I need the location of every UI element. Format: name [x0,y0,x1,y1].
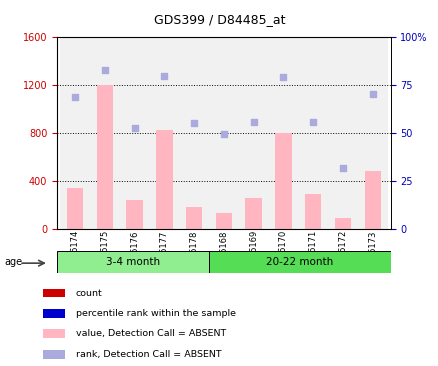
Bar [238,37,268,229]
FancyBboxPatch shape [57,251,208,273]
Text: value, Detection Call = ABSENT: value, Detection Call = ABSENT [75,329,225,338]
Bar [357,37,387,229]
Point [220,131,227,137]
Bar [185,207,202,229]
Bar [179,37,208,229]
Text: 20-22 month: 20-22 month [265,257,332,267]
Bar [119,37,149,229]
Bar [156,130,172,229]
Bar [43,329,65,338]
Bar [268,37,298,229]
Point [279,75,286,81]
Bar [334,218,350,229]
Text: GDS399 / D84485_at: GDS399 / D84485_at [153,13,285,26]
Text: rank, Detection Call = ABSENT: rank, Detection Call = ABSENT [75,350,221,359]
Bar [215,213,232,229]
Bar [67,188,83,229]
Bar [149,37,179,229]
Bar [298,37,328,229]
Text: count: count [75,289,102,298]
Text: age: age [4,257,22,268]
Point [71,94,78,100]
FancyBboxPatch shape [208,251,390,273]
Bar [364,171,380,229]
Point [190,120,197,126]
Bar [304,194,321,229]
Bar [90,37,119,229]
Text: percentile rank within the sample: percentile rank within the sample [75,309,235,318]
Bar [96,85,113,229]
Bar [245,198,261,229]
Bar [60,37,90,229]
Bar [126,200,142,229]
Bar [43,309,65,318]
Point [160,73,167,79]
Point [250,119,257,125]
Bar [208,37,238,229]
Bar [328,37,357,229]
Point [131,125,138,131]
Point [368,92,375,97]
Text: 3-4 month: 3-4 month [106,257,159,267]
Point [309,119,316,125]
Bar [275,132,291,229]
Bar [43,289,65,298]
Bar [43,350,65,359]
Point [101,67,108,73]
Point [339,165,346,171]
